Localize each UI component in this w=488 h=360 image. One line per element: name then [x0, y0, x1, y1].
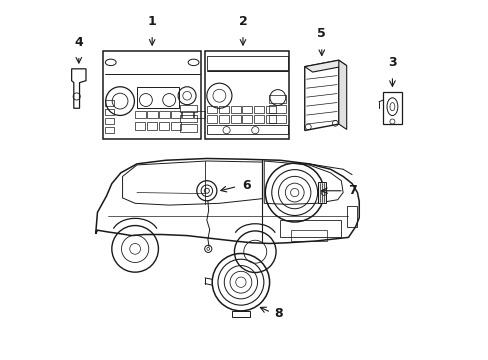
Bar: [137, 87, 179, 108]
Text: 1: 1: [147, 15, 156, 28]
Bar: [242, 116, 252, 123]
Bar: [180, 125, 197, 132]
Bar: [159, 111, 169, 118]
Bar: [280, 220, 341, 237]
Text: 8: 8: [273, 307, 282, 320]
Bar: [104, 100, 113, 107]
Bar: [206, 56, 287, 69]
Bar: [268, 95, 286, 103]
Bar: [135, 122, 145, 130]
Bar: [242, 106, 252, 113]
Bar: [265, 106, 276, 113]
Bar: [182, 111, 193, 118]
Bar: [102, 51, 201, 139]
Bar: [170, 111, 181, 118]
Bar: [206, 126, 287, 134]
Text: 7: 7: [348, 184, 357, 197]
Bar: [382, 92, 402, 125]
Bar: [218, 116, 228, 123]
Bar: [290, 230, 326, 241]
Text: 2: 2: [238, 15, 247, 28]
Bar: [170, 122, 180, 130]
Bar: [230, 116, 240, 123]
Bar: [254, 106, 264, 113]
Bar: [147, 122, 157, 130]
Bar: [147, 111, 158, 118]
Bar: [104, 118, 113, 125]
Bar: [268, 105, 286, 113]
Polygon shape: [317, 182, 325, 203]
Bar: [135, 111, 145, 118]
Polygon shape: [338, 60, 346, 130]
Bar: [346, 206, 356, 227]
Bar: [104, 109, 113, 116]
Bar: [218, 106, 228, 113]
Bar: [230, 106, 240, 113]
Text: 5: 5: [317, 27, 325, 40]
Text: 4: 4: [74, 36, 83, 49]
Bar: [204, 51, 289, 139]
Polygon shape: [304, 60, 346, 72]
Bar: [159, 122, 168, 130]
Bar: [206, 106, 217, 113]
Text: 3: 3: [387, 56, 396, 69]
Text: 6: 6: [242, 179, 250, 192]
Bar: [180, 105, 197, 112]
Bar: [194, 111, 204, 118]
Bar: [180, 115, 197, 122]
Bar: [254, 116, 264, 123]
Bar: [268, 115, 286, 123]
Bar: [104, 127, 113, 134]
Bar: [206, 116, 217, 123]
Bar: [265, 116, 276, 123]
